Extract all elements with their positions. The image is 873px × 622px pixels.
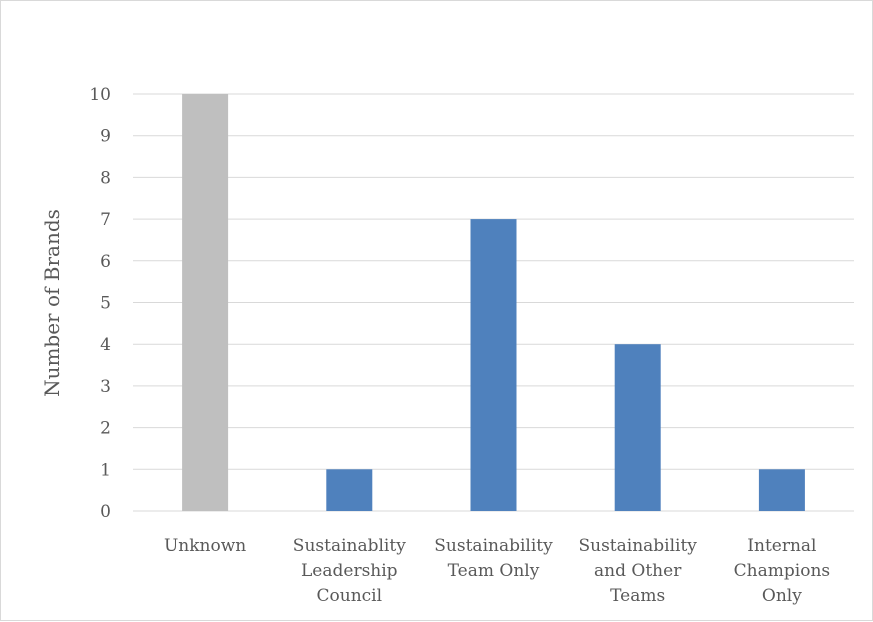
bar [182,94,229,511]
y-tick-label: 7 [100,210,111,230]
x-category-label: Sustainability Team Only [434,536,553,581]
bar [326,469,373,511]
x-category-label: Sustainablity Leadership Council [293,536,406,606]
y-tick-label: 2 [100,419,111,439]
bars [182,94,805,511]
bar [470,219,517,511]
y-tick-label: 4 [100,335,111,355]
y-tick-label: 6 [100,252,111,272]
y-tick-label: 0 [100,502,111,522]
x-category-label: Internal Champions Only [734,536,830,606]
x-category-label: Sustainability and Other Teams [578,536,697,606]
y-tick-label: 1 [100,460,111,480]
y-tick-label: 8 [100,168,111,188]
x-category-label: Unknown [164,536,246,556]
y-tick-label: 5 [100,294,111,314]
x-axis-labels: Unknown Sustainablity Leadership Council Sus… [164,536,830,606]
y-axis-title: Number of Brands [40,209,64,397]
y-tick-label: 3 [100,377,111,397]
bar [614,344,661,511]
y-tick-label: 9 [100,127,111,147]
y-tick-label: 10 [89,85,111,105]
y-axis-ticks: 0 1 2 3 4 5 6 7 8 9 10 [89,85,111,522]
bar [758,469,805,511]
